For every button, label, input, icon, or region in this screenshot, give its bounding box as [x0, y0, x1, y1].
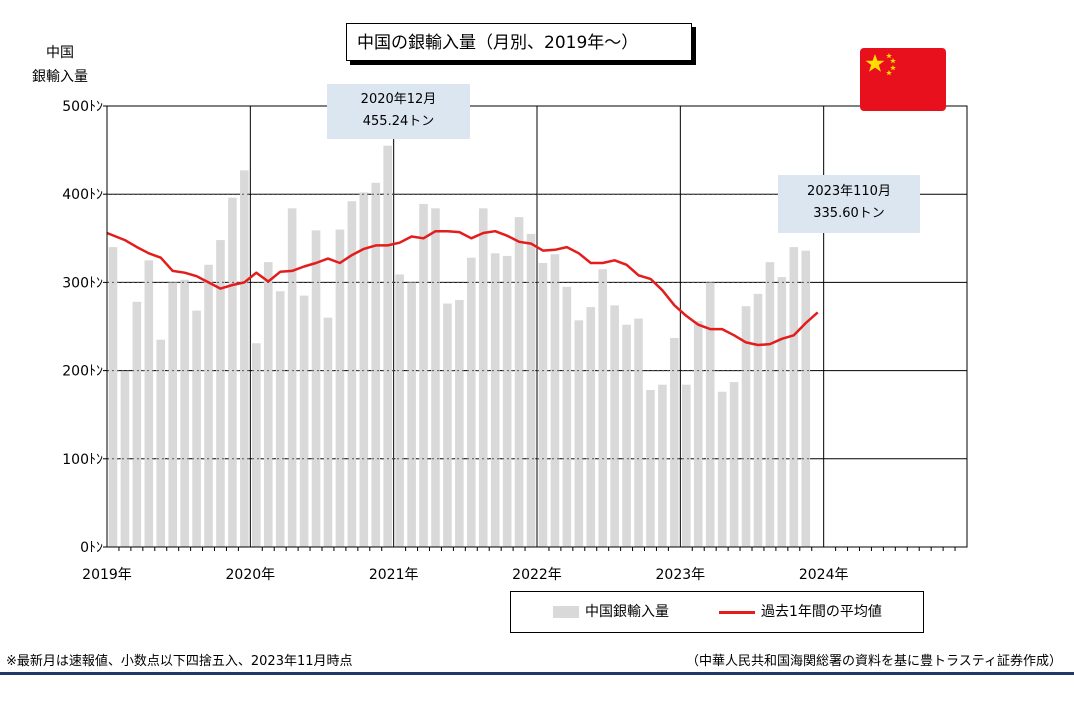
bar: [801, 250, 811, 547]
bar: [514, 217, 524, 547]
bar: [443, 303, 452, 547]
callout-latest-value: 335.60トン: [813, 206, 885, 221]
bar: [383, 145, 392, 547]
x-tick-label: 2020年: [226, 567, 276, 583]
line-series: [106, 229, 819, 347]
callout-peak-value: 455.24トン: [362, 114, 435, 129]
bar: [431, 208, 440, 547]
bar: [371, 182, 381, 547]
y-axis-label: 中国 銀輸入量: [20, 41, 100, 89]
callout-peak-date: 2020年12月: [360, 92, 437, 107]
bar: [275, 291, 285, 547]
bar: [395, 274, 404, 547]
bar: [467, 257, 476, 547]
axes: [103, 105, 967, 551]
bar: [729, 382, 739, 547]
bar: [622, 324, 631, 547]
legend-line-swatch: [719, 611, 755, 614]
bar: [490, 253, 500, 547]
footnote-note: ※最新月は速報値、小数点以下四捨五入、2023年11月時点: [6, 654, 353, 669]
bar: [192, 310, 201, 547]
bar: [216, 240, 225, 547]
bar: [455, 300, 464, 547]
bar: [323, 317, 333, 547]
bar: [526, 233, 536, 547]
bar: [574, 320, 584, 547]
legend: 中国銀輸入量 過去1年間の平均値: [510, 591, 924, 633]
bar: [132, 301, 142, 547]
bar-series: [107, 145, 812, 548]
x-tick-label: 2021年: [369, 567, 419, 583]
bar: [168, 282, 177, 547]
bar: [705, 282, 715, 547]
bar: [634, 318, 643, 547]
footnote-source: （中華人民共和国海関総署の資料を基に豊トラスティ証券作成）: [686, 654, 1062, 669]
y-tick-label: 0ﾄﾝ: [80, 540, 103, 556]
tick-labels: 0ﾄﾝ 100ﾄﾝ 200ﾄﾝ 300ﾄﾝ 400ﾄﾝ 500ﾄﾝ 2019年 2020年 20…: [62, 99, 848, 583]
legend-bar-label: 中国銀輸入量: [585, 604, 669, 620]
bar: [240, 170, 249, 548]
bar: [693, 321, 703, 547]
bar: [658, 384, 667, 547]
x-tick-label: 2019年: [82, 567, 132, 583]
bar: [299, 295, 309, 547]
legend-bar-swatch: [553, 606, 579, 618]
bar: [120, 371, 130, 547]
bar: [263, 262, 273, 547]
bar: [144, 260, 154, 547]
bar: [562, 286, 572, 547]
bar: [538, 262, 548, 547]
y-axis-label-line2: 銀輸入量: [32, 69, 88, 85]
bar: [347, 201, 357, 548]
y-tick-label: 400ﾄﾝ: [62, 187, 103, 203]
bar: [478, 208, 488, 547]
bar: [610, 305, 619, 547]
bar: [598, 269, 607, 547]
bar: [252, 343, 261, 547]
bar: [204, 264, 213, 547]
bar: [419, 203, 428, 548]
average-line: [106, 229, 819, 347]
bar: [180, 279, 189, 547]
bar: [682, 384, 691, 547]
bar: [287, 208, 297, 547]
china-flag-icon: [860, 48, 946, 111]
bar: [359, 192, 369, 547]
callout-latest: 2023年110月 335.60トン: [778, 175, 920, 233]
bar: [586, 307, 596, 547]
bar: [789, 247, 799, 547]
bar: [777, 277, 787, 547]
bar: [646, 390, 655, 547]
bottom-divider: [0, 672, 1074, 675]
x-tick-label: 2022年: [512, 567, 562, 583]
bar: [670, 337, 679, 547]
bar: [550, 254, 560, 547]
callout-peak: 2020年12月 455.24トン: [327, 84, 470, 139]
bar: [156, 339, 166, 547]
callout-latest-date: 2023年110月: [807, 184, 891, 199]
bar: [502, 255, 512, 547]
bar: [741, 306, 751, 547]
bar: [765, 262, 775, 547]
bar: [108, 247, 118, 547]
bar: [228, 197, 237, 547]
y-tick-label: 500ﾄﾝ: [62, 99, 103, 115]
y-tick-label: 200ﾄﾝ: [62, 364, 103, 380]
legend-line-label: 過去1年間の平均値: [761, 604, 882, 620]
bar: [311, 230, 321, 547]
bar: [717, 391, 727, 547]
bar: [753, 293, 763, 547]
y-tick-label: 300ﾄﾝ: [62, 275, 103, 291]
chart-title: 中国の銀輸入量（月別、2019年～）: [346, 23, 692, 61]
x-tick-label: 2023年: [656, 567, 706, 583]
bar: [335, 229, 345, 548]
bar: [407, 282, 416, 547]
y-axis-label-line1: 中国: [46, 45, 74, 61]
x-tick-label: 2024年: [799, 567, 849, 583]
y-tick-label: 100ﾄﾝ: [62, 452, 103, 468]
